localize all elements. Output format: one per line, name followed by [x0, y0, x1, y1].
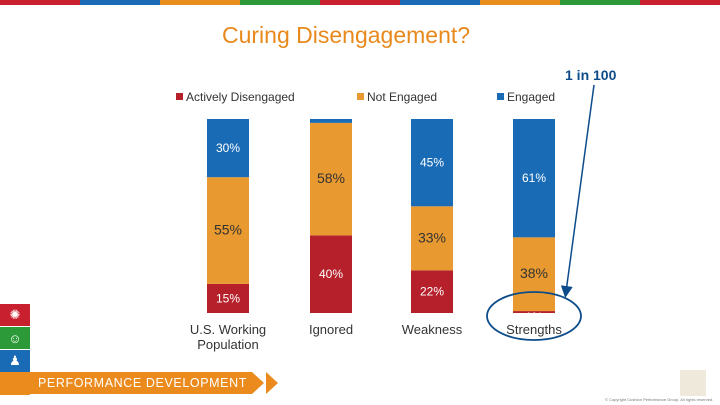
bar-segment — [207, 119, 249, 178]
corner-decoration — [680, 370, 706, 396]
bar-segment — [411, 270, 453, 313]
data-label: 33% — [418, 229, 446, 245]
legend-label: Engaged — [507, 90, 555, 104]
growth-icon: ♟ — [0, 350, 30, 372]
chevron-icon — [266, 372, 278, 394]
data-label: 58% — [317, 170, 345, 186]
highlight-ellipse — [486, 291, 582, 341]
legend-swatch — [497, 93, 504, 100]
bar-segment — [207, 177, 249, 284]
legend-swatch — [357, 93, 364, 100]
data-label: 45% — [420, 156, 444, 170]
category-label: Weakness — [402, 322, 463, 337]
bar-segment — [411, 119, 453, 207]
category-label: Ignored — [309, 322, 353, 337]
data-label: 30% — [216, 141, 240, 155]
chevron-icon — [252, 372, 264, 394]
callout-arrow — [560, 84, 595, 298]
legend-swatch — [176, 93, 183, 100]
bar-segment — [310, 122, 352, 236]
data-label: 15% — [216, 291, 240, 305]
category-label: Strengths — [506, 322, 562, 337]
chart-legend: Actively Disengaged Not Engaged Engaged — [176, 90, 555, 104]
data-label: 1% — [525, 310, 543, 324]
legend-label: Actively Disengaged — [186, 90, 295, 104]
data-label: 22% — [420, 285, 444, 299]
category-label: U.S. Working — [190, 322, 266, 337]
data-label: 61% — [522, 171, 546, 185]
bar-segment — [513, 237, 555, 312]
data-label: 40% — [319, 267, 343, 281]
category-label: Population — [197, 337, 258, 352]
data-label: 38% — [520, 265, 548, 281]
top-color-strip — [0, 0, 720, 5]
bar-segment — [310, 235, 352, 313]
person-icon: ☺ — [0, 327, 30, 349]
data-label: 55% — [214, 222, 242, 238]
slide-title: Curing Disengagement? — [222, 22, 471, 48]
bar-segment — [513, 311, 555, 313]
footer-banner — [0, 372, 252, 394]
bar-group: 15% 55% 30% 40% 58% 22% 33% 45% 1% 38% 61% — [207, 119, 555, 324]
footer-banner-label: PERFORMANCE DEVELOPMENT — [38, 376, 247, 390]
bar-segment — [513, 119, 555, 238]
lightbulb-icon: ✺ — [0, 304, 30, 326]
copyright-text: © Copyright Cushion Performance Group. A… — [605, 397, 714, 402]
bar-segment — [411, 206, 453, 271]
bar-segment — [207, 283, 249, 313]
legend-label: Not Engaged — [367, 90, 437, 104]
callout-label: 1 in 100 — [565, 67, 617, 83]
bar-segment — [310, 119, 352, 123]
